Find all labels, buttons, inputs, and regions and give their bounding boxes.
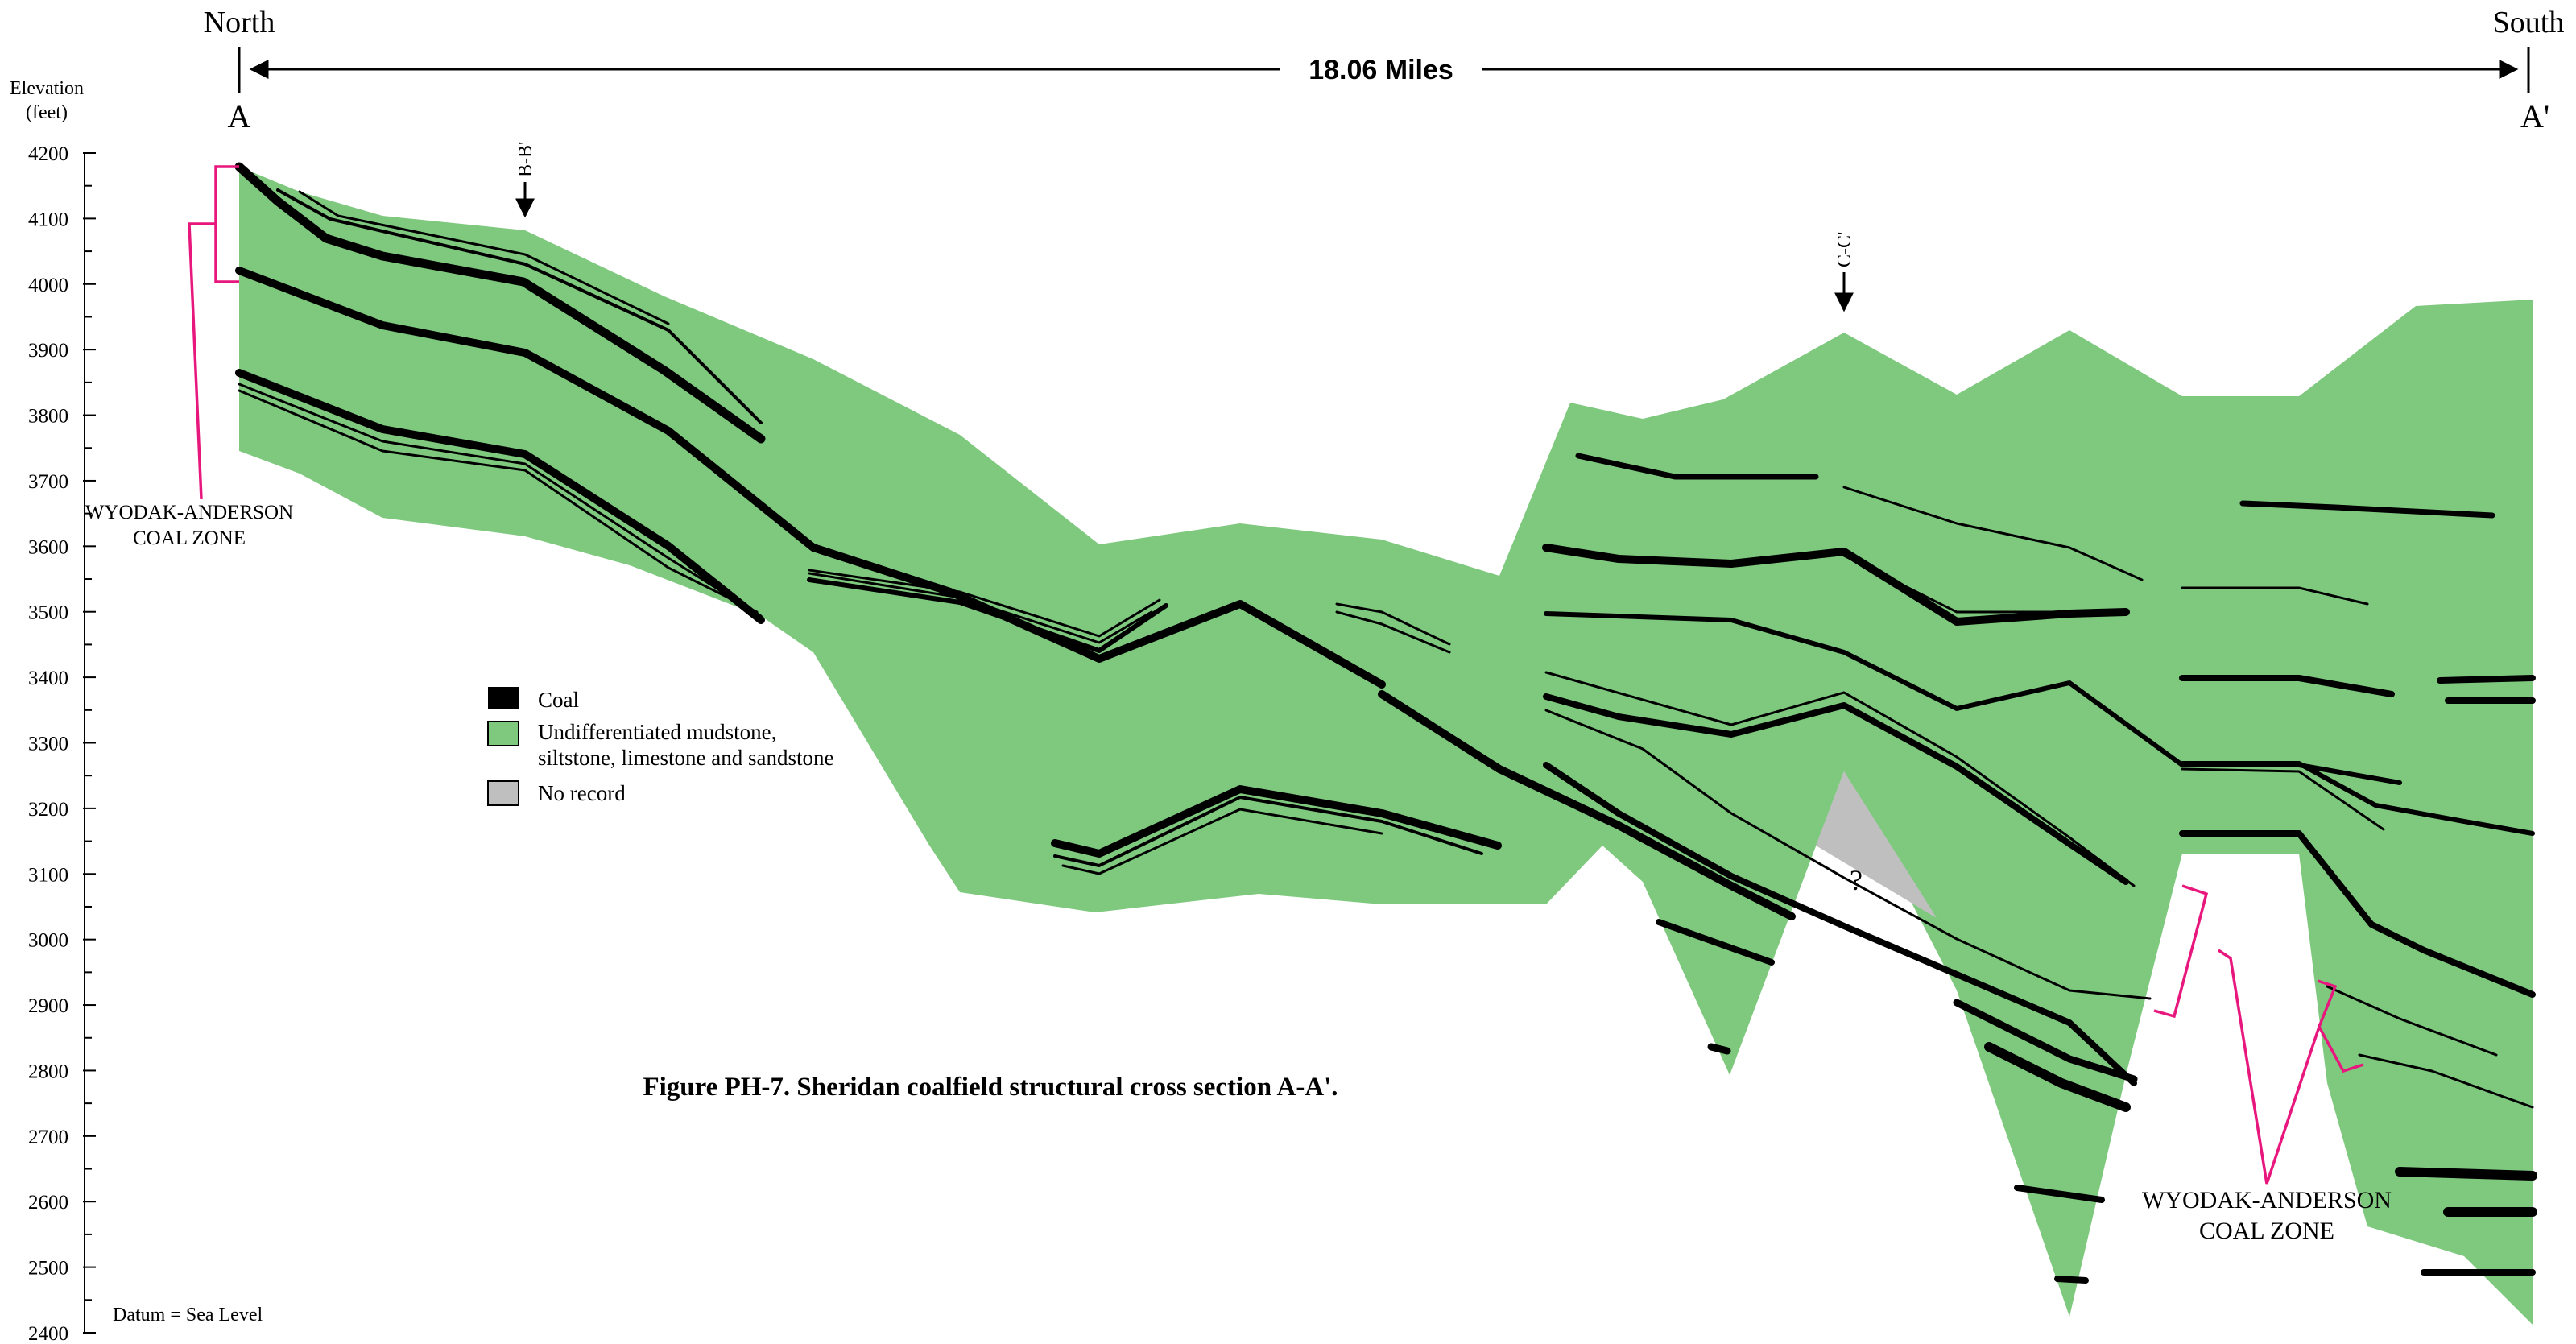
coal-bed: [2437, 675, 2536, 684]
axis-tick-label: 2600: [28, 1192, 68, 1214]
zone-label-south-sub: COAL ZONE: [2199, 1218, 2334, 1244]
undifferentiated-rock-south: [1382, 300, 2533, 1325]
coal-bed: [1707, 1043, 1731, 1055]
legend-no-record-swatch: [487, 780, 519, 806]
axis-tick-label: 2900: [28, 995, 68, 1017]
coal-bed: [1378, 690, 1796, 920]
legend-coal-label: Coal: [538, 688, 579, 712]
axis-tick-label: 2400: [28, 1323, 68, 1344]
coal-bed: [298, 190, 670, 325]
coal-bed: [1543, 693, 2129, 885]
legend-mudstone-label-2: siltstone, limestone and sandstone: [538, 746, 833, 770]
axis-tick-label: 3400: [28, 668, 68, 689]
coal-bed: [1542, 544, 2130, 626]
axis-tick-label: 3800: [28, 406, 68, 428]
legend-mudstone-label: Undifferentiated mudstone,: [538, 720, 776, 744]
axis-tick-label: 4100: [28, 209, 68, 230]
zone-bracket-north: [188, 165, 239, 500]
datum-note: Datum = Sea Level: [113, 1305, 263, 1325]
zone-label-north: WYODAK-ANDERSON: [85, 502, 293, 523]
unknown-mark: ?: [1850, 864, 1863, 896]
coal-bed: [1053, 796, 1483, 867]
axis-tick-label: 3500: [28, 602, 68, 624]
coal-bed: [1335, 610, 1451, 654]
coal-bed: [2181, 586, 2369, 606]
coal-bed: [1984, 1042, 2131, 1112]
coal-bed: [1051, 785, 1502, 858]
coal-bed: [808, 569, 1161, 638]
coal-bed: [2239, 500, 2495, 519]
legend-mudstone-swatch: [487, 721, 519, 746]
axis-ticks: 4200 4100 4000 3900 3800 3700 3600 3500 3400 3300…: [28, 143, 96, 1344]
point-a-label: A: [228, 98, 251, 134]
axis-tick-label: 3200: [28, 799, 68, 821]
coal-beds: [234, 162, 2537, 1284]
figure-caption: Figure PH-7. Sheridan coalfield structur…: [643, 1073, 1338, 1102]
coal-bed: [1061, 808, 1383, 875]
axis-title: Elevation: [10, 78, 84, 99]
section-marker-c-label: C-C': [1834, 232, 1855, 267]
axis-tick-label: 2500: [28, 1258, 68, 1280]
coal-bed: [808, 572, 1153, 644]
distance-label: 18.06 Miles: [1309, 55, 1453, 85]
coal-bed: [234, 162, 766, 444]
coal-bed: [2395, 1167, 2537, 1181]
coal-bed: [1842, 486, 2144, 581]
coal-bed: [1656, 919, 1775, 966]
axis-tick-label: 2800: [28, 1061, 68, 1082]
coal-bed: [235, 369, 765, 624]
coal-bed: [2179, 675, 2395, 697]
coal-bed: [1544, 709, 2152, 1000]
coal-bed: [238, 389, 759, 614]
zone-bracket-south: [2153, 884, 2364, 1185]
coal-bed: [1544, 671, 2136, 887]
coal-bed: [2054, 1276, 2089, 1284]
coal-bed: [1953, 999, 2138, 1083]
axis-tick-label: 4000: [28, 275, 68, 296]
no-record-zone: [1816, 771, 1937, 918]
point-a-prime-label: A': [2520, 98, 2549, 134]
legend-coal-swatch: [488, 687, 519, 709]
coal-bed: [276, 188, 763, 424]
coal-bed: [807, 577, 1168, 653]
south-label: South: [2493, 6, 2565, 39]
axis-tick-label: 3900: [28, 340, 68, 362]
coal-bed: [1575, 453, 1819, 480]
coal-bed: [1842, 554, 2127, 614]
coal-bed: [2014, 1185, 2105, 1203]
legend-no-record-label: No record: [538, 781, 626, 805]
north-label: North: [204, 6, 275, 39]
coal-bed: [238, 383, 763, 618]
coal-bed: [2180, 761, 2535, 836]
coal-bed: [2358, 1053, 2534, 1109]
zone-label-south: WYODAK-ANDERSON: [2142, 1187, 2392, 1214]
axis-tick-label: 3300: [28, 734, 68, 755]
coal-bed: [2179, 830, 2536, 998]
axis-tick-label: 3100: [28, 864, 68, 886]
coal-bed: [2326, 985, 2498, 1057]
axis-tick-label: 4200: [28, 143, 68, 165]
coal-bed: [1543, 762, 2137, 1086]
coal-bed: [1335, 602, 1451, 646]
axis-tick-label: 3700: [28, 471, 68, 493]
axis-unit: (feet): [26, 102, 68, 123]
legend: Coal Undifferentiated mudstone, siltston…: [487, 687, 833, 806]
section-marker-b-label: B-B': [515, 142, 536, 177]
axis-tick-label: 3600: [28, 536, 68, 558]
coal-bed: [2181, 767, 2385, 831]
axis-tick-label: 3000: [28, 930, 68, 952]
coal-bed: [235, 267, 1386, 689]
axis-tick-label: 2700: [28, 1127, 68, 1148]
zone-label-north-sub: COAL ZONE: [133, 527, 246, 549]
